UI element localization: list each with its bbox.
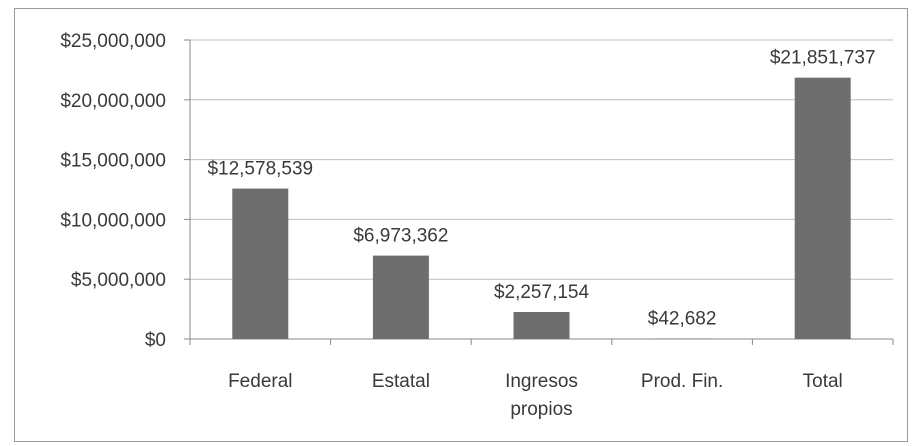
y-tick-label: $0 — [145, 330, 166, 351]
data-label: $6,973,362 — [353, 226, 448, 247]
y-tick-label: $25,000,000 — [60, 31, 166, 52]
data-label: $21,851,737 — [770, 48, 876, 69]
y-tick-label: $15,000,000 — [60, 151, 166, 172]
x-category-label: propios — [510, 399, 572, 420]
bar — [232, 188, 289, 339]
y-tick-label: $20,000,000 — [60, 91, 166, 112]
bar — [372, 255, 429, 339]
x-category-label: Prod. Fin. — [641, 371, 723, 392]
bar — [794, 77, 851, 339]
bar — [513, 312, 570, 339]
bar — [654, 338, 711, 339]
x-category-label: Total — [803, 371, 843, 392]
data-label: $2,257,154 — [494, 282, 590, 303]
data-label: $42,682 — [648, 308, 717, 329]
y-tick-label: $5,000,000 — [71, 270, 166, 291]
data-label: $12,578,539 — [207, 159, 313, 180]
x-category-label: Ingresos — [505, 371, 578, 392]
y-tick-label: $10,000,000 — [60, 210, 166, 231]
x-category-label: Federal — [228, 371, 292, 392]
chart-frame — [14, 8, 908, 442]
x-category-label: Estatal — [372, 371, 430, 392]
